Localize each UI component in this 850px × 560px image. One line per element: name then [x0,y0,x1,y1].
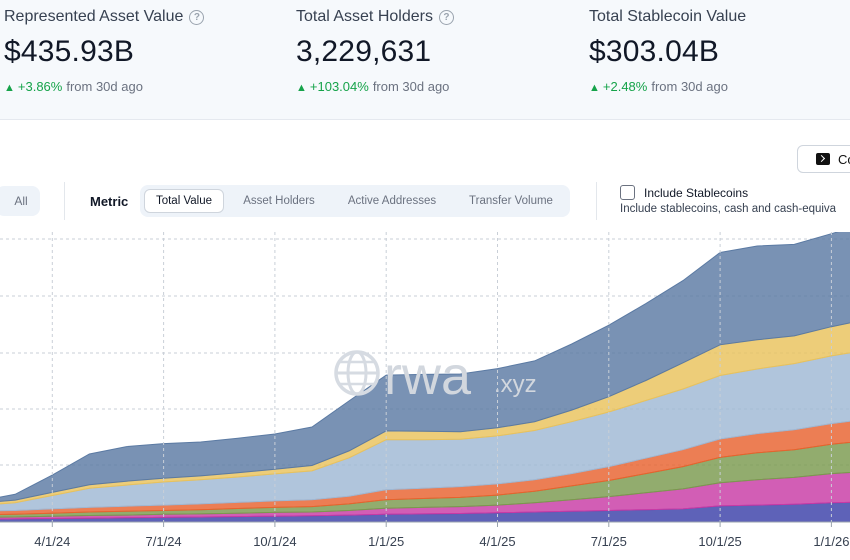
help-icon[interactable]: ? [189,9,205,25]
tab-asset-holders[interactable]: Asset Holders [243,195,315,207]
stat-change: ▲ +3.86% from 30d ago [4,79,204,94]
tab-active-addresses[interactable]: Active Addresses [347,195,437,207]
x-axis: 4/1/24 7/1/24 10/1/24 1/1/25 4/1/25 7/1/25 10/… [0,232,850,549]
x-tick-label: 7/1/25 [591,534,627,549]
terminal-icon [816,153,830,165]
metric-label: Metric [90,194,129,209]
x-tick-label: 1/1/25 [368,534,404,549]
watermark-text: rwa [384,346,472,406]
triangle-up-icon: ▲ [589,82,600,94]
stat-label: Represented Asset Value [4,8,184,25]
stat-value: $435.93B [4,35,135,68]
watermark-suffix: .xyz [494,371,537,398]
include-stablecoins-checkbox[interactable] [620,185,635,200]
rwa-watermark: rwa .xyz [334,346,537,406]
stats-band: Represented Asset Value ? $435.93B ▲ +3.8… [0,0,850,120]
stat-value: 3,229,631 [296,35,432,68]
include-stablecoins-label: Include Stablecoins [644,186,749,200]
globe-icon [334,350,380,396]
stat-total-stablecoin-value: Total Stablecoin Value $303.04B ▲ +2.48% f… [589,8,746,94]
stat-change: ▲ +103.04% from 30d ago [296,79,454,94]
triangle-up-icon: ▲ [296,82,307,94]
divider [64,182,65,220]
help-icon[interactable]: ? [438,9,454,25]
change-value: +3.86% [17,79,63,94]
change-suffix: from 30d ago [66,79,143,94]
console-button[interactable]: Co [797,145,850,173]
console-button-label: Co [838,151,850,167]
chart-areas [0,232,850,523]
tab-total-value[interactable]: Total Value [144,189,224,213]
change-value: +103.04% [309,79,369,94]
stat-represented-asset-value: Represented Asset Value ? $435.93B ▲ +3.8… [4,8,205,94]
x-tick-label: 4/1/24 [34,534,70,549]
change-suffix: from 30d ago [651,79,728,94]
triangle-up-icon: ▲ [4,82,15,94]
stat-change: ▲ +2.48% from 30d ago [589,79,746,94]
stat-value: $303.04B [589,35,720,68]
include-stablecoins-description: Include stablecoins, cash and cash-equiv… [620,203,837,215]
stat-total-asset-holders: Total Asset Holders ? 3,229,631 ▲ +103.04… [296,8,454,94]
metric-tab-group: Total Value Asset Holders Active Address… [140,185,570,217]
x-tick-label: 4/1/25 [479,534,515,549]
range-tab-all[interactable]: All [0,186,40,216]
tab-transfer-volume[interactable]: Transfer Volume [469,195,553,207]
x-tick-label: 10/1/25 [698,534,741,549]
stat-label: Total Asset Holders [296,8,433,25]
area-series [0,232,850,502]
x-tick-label: 1/1/26 [813,534,849,549]
change-value: +2.48% [602,79,648,94]
x-tick-label: 7/1/24 [146,534,182,549]
stat-label: Total Stablecoin Value [589,8,747,25]
divider [596,182,597,220]
x-tick-label: 10/1/24 [253,534,296,549]
total-value-area-chart: rwa .xyz 4/1/24 7/1/24 10/1/24 1/1/25 4/1/25… [0,232,850,549]
change-suffix: from 30d ago [372,79,450,94]
